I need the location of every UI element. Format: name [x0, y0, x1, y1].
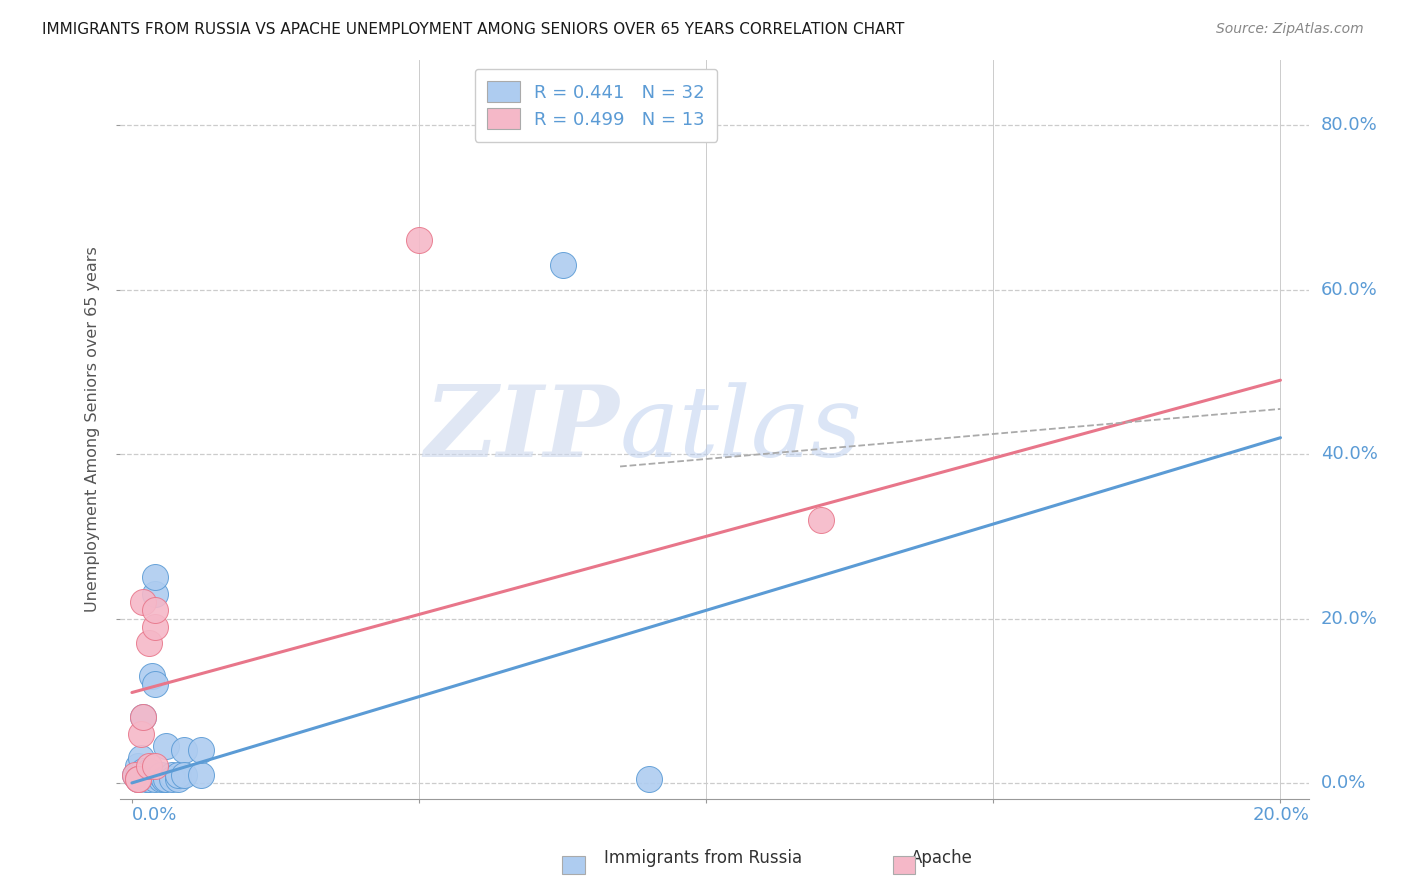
Text: 40.0%: 40.0% — [1322, 445, 1378, 463]
Point — [143, 772, 166, 786]
Point — [173, 743, 195, 757]
Point — [138, 772, 160, 786]
Point — [132, 710, 155, 724]
Point — [173, 768, 195, 782]
Text: Source: ZipAtlas.com: Source: ZipAtlas.com — [1216, 22, 1364, 37]
Text: 20.0%: 20.0% — [1253, 806, 1309, 824]
Point — [143, 759, 166, 773]
Point — [132, 764, 155, 778]
Point — [127, 768, 149, 782]
Text: 0.0%: 0.0% — [1322, 774, 1367, 792]
Point — [152, 772, 174, 786]
Point — [132, 768, 155, 782]
Point — [127, 772, 149, 786]
Y-axis label: Unemployment Among Seniors over 65 years: Unemployment Among Seniors over 65 years — [86, 246, 100, 613]
Point — [155, 772, 177, 786]
Point — [408, 234, 430, 248]
Point — [160, 772, 183, 786]
Point — [190, 768, 212, 782]
Text: IMMIGRANTS FROM RUSSIA VS APACHE UNEMPLOYMENT AMONG SENIORS OVER 65 YEARS CORREL: IMMIGRANTS FROM RUSSIA VS APACHE UNEMPLO… — [42, 22, 904, 37]
Point — [160, 768, 183, 782]
Point — [138, 768, 160, 782]
Point — [637, 772, 659, 786]
Point — [127, 772, 149, 786]
Point — [143, 603, 166, 617]
Point — [149, 772, 172, 786]
Point — [129, 751, 152, 765]
Point — [143, 570, 166, 584]
Point — [155, 739, 177, 753]
Point — [167, 768, 190, 782]
Point — [127, 772, 149, 786]
Point — [135, 772, 157, 786]
Text: 0.0%: 0.0% — [132, 806, 177, 824]
Point — [551, 258, 574, 272]
Point — [810, 513, 832, 527]
Point — [143, 587, 166, 601]
Point — [141, 669, 163, 683]
Point — [127, 759, 149, 773]
Point — [129, 726, 152, 740]
Legend: R = 0.441   N = 32, R = 0.499   N = 13: R = 0.441 N = 32, R = 0.499 N = 13 — [474, 69, 717, 142]
Text: 80.0%: 80.0% — [1322, 116, 1378, 135]
Text: ZIP: ZIP — [425, 381, 620, 478]
Text: atlas: atlas — [620, 382, 862, 477]
Text: 60.0%: 60.0% — [1322, 281, 1378, 299]
Point — [138, 636, 160, 650]
Point — [124, 768, 146, 782]
Point — [138, 764, 160, 778]
Point — [143, 620, 166, 634]
Point — [132, 710, 155, 724]
Text: 20.0%: 20.0% — [1322, 609, 1378, 628]
Point — [138, 759, 160, 773]
Point — [149, 768, 172, 782]
Point — [124, 768, 146, 782]
Point — [167, 772, 190, 786]
Text: Immigrants from Russia: Immigrants from Russia — [605, 849, 801, 867]
Point — [132, 595, 155, 609]
Point — [190, 743, 212, 757]
Text: Apache: Apache — [911, 849, 973, 867]
Point — [143, 677, 166, 691]
